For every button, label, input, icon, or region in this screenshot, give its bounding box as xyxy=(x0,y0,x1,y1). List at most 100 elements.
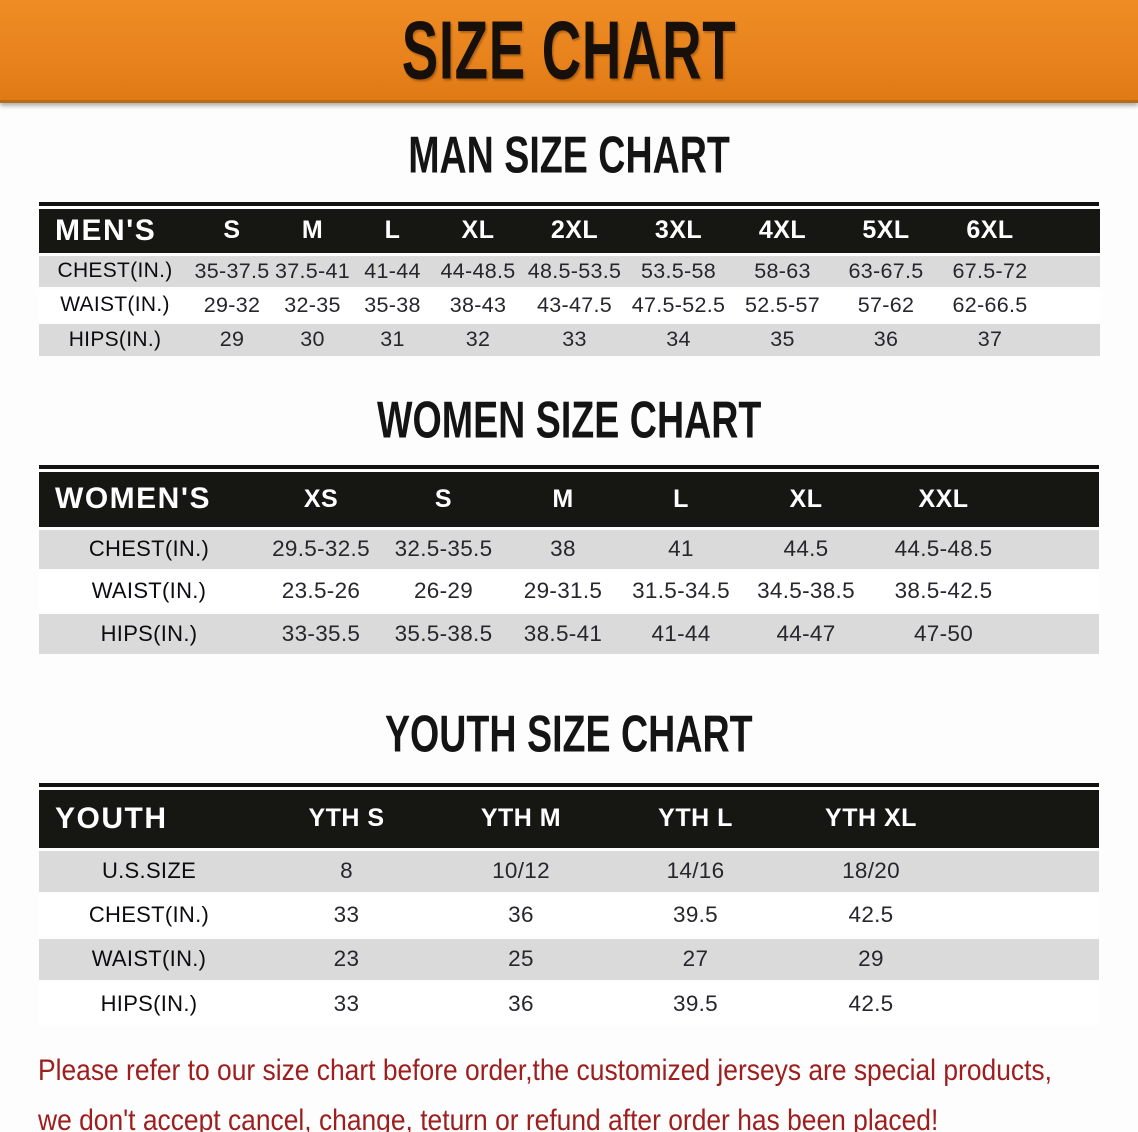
row-label: HIPS(IN.) xyxy=(39,979,259,1025)
table-title-cell: WOMEN'S xyxy=(39,472,259,528)
table-row: U.S.SIZE 8 10/12 14/16 18/20 xyxy=(39,847,1099,893)
size-value: 42.5 xyxy=(783,891,959,937)
spacer-cell xyxy=(1015,568,1099,612)
table-header-row: WOMEN'S XS S M L XL XXL xyxy=(39,472,1099,528)
size-value: 42.5 xyxy=(783,979,959,1025)
column-header: 5XL xyxy=(834,209,938,254)
column-header: 4XL xyxy=(731,209,834,254)
column-header: XXL xyxy=(872,472,1015,528)
size-value: 33-35.5 xyxy=(259,610,383,654)
youth-size-table: YOUTH YTH S YTH M YTH L YTH XL U.S.SIZE 8 10/12… xyxy=(39,790,1099,1025)
table-row: HIPS(IN.) 33 36 39.5 42.5 xyxy=(39,979,1099,1025)
row-label: CHEST(IN.) xyxy=(39,891,259,937)
size-value: 41-44 xyxy=(622,610,740,654)
content: MAN SIZE CHART MEN'S S M L XL 2XL 3XL 4XL 5XL 6XL C… xyxy=(0,103,1138,1132)
row-label: WAIST(IN.) xyxy=(39,568,259,612)
column-header: M xyxy=(504,472,622,528)
column-header: YTH S xyxy=(259,790,434,849)
spacer-cell xyxy=(959,790,1099,849)
size-value: 34 xyxy=(626,320,731,356)
spacer-cell xyxy=(1015,610,1099,654)
size-value: 36 xyxy=(434,891,608,937)
spacer-cell xyxy=(1015,472,1099,528)
banner: SIZE CHART xyxy=(0,0,1138,103)
size-value: 29-31.5 xyxy=(504,568,622,612)
spacer-cell xyxy=(959,935,1099,981)
size-value: 39.5 xyxy=(608,979,783,1025)
size-value: 35-37.5 xyxy=(191,252,273,288)
size-value: 57-62 xyxy=(834,286,938,322)
size-value: 25 xyxy=(434,935,608,981)
row-label: WAIST(IN.) xyxy=(39,286,191,322)
size-value: 18/20 xyxy=(783,847,959,893)
spacer-cell xyxy=(1042,286,1100,322)
size-section: MAN SIZE CHART MEN'S S M L XL 2XL 3XL 4XL 5XL 6XL C… xyxy=(39,103,1100,356)
size-value: 35-38 xyxy=(352,286,433,322)
column-header: 3XL xyxy=(626,209,731,254)
column-header: L xyxy=(622,472,740,528)
row-label: HIPS(IN.) xyxy=(39,610,259,654)
table-row: WAIST(IN.) 23.5-26 26-29 29-31.5 31.5-34.5 34… xyxy=(39,568,1099,612)
size-value: 67.5-72 xyxy=(938,252,1042,288)
column-header: XL xyxy=(740,472,872,528)
mens-size-table: MEN'S S M L XL 2XL 3XL 4XL 5XL 6XL CHEST(IN.) 35-37… xyxy=(39,209,1100,356)
section-heading: WOMEN SIZE CHART xyxy=(39,356,1099,465)
size-value: 44.5 xyxy=(740,526,872,570)
column-header: S xyxy=(383,472,504,528)
footer-notice: Please refer to our size chart before or… xyxy=(38,1051,1138,1132)
size-value: 33 xyxy=(523,320,626,356)
size-value: 37 xyxy=(938,320,1042,356)
column-header: 6XL xyxy=(938,209,1042,254)
row-label: CHEST(IN.) xyxy=(39,526,259,570)
size-value: 58-63 xyxy=(731,252,834,288)
column-header: XS xyxy=(259,472,383,528)
spacer-cell xyxy=(959,847,1099,893)
size-value: 33 xyxy=(259,891,434,937)
spacer-cell xyxy=(1015,526,1099,570)
column-header: YTH L xyxy=(608,790,783,849)
size-value: 29-32 xyxy=(191,286,273,322)
size-value: 26-29 xyxy=(383,568,504,612)
section-heading-text: MAN SIZE CHART xyxy=(408,125,730,184)
size-value: 31.5-34.5 xyxy=(622,568,740,612)
size-value: 14/16 xyxy=(608,847,783,893)
size-value: 32-35 xyxy=(273,286,352,322)
table-row: WAIST(IN.) 23 25 27 29 xyxy=(39,935,1099,981)
section-heading-text: YOUTH SIZE CHART xyxy=(385,704,753,763)
size-section: YOUTH SIZE CHART YOUTH YTH S YTH M YTH L YTH … xyxy=(39,654,1099,1025)
size-value: 48.5-53.5 xyxy=(523,252,626,288)
size-value: 23.5-26 xyxy=(259,568,383,612)
table-row: CHEST(IN.) 35-37.5 37.5-41 41-44 44-48.5 48.5… xyxy=(39,252,1100,288)
size-value: 38-43 xyxy=(433,286,523,322)
size-value: 33 xyxy=(259,979,434,1025)
size-value: 32.5-35.5 xyxy=(383,526,504,570)
size-value: 23 xyxy=(259,935,434,981)
size-value: 10/12 xyxy=(434,847,608,893)
size-value: 44-48.5 xyxy=(433,252,523,288)
table-header-row: MEN'S S M L XL 2XL 3XL 4XL 5XL 6XL xyxy=(39,209,1100,254)
size-value: 29.5-32.5 xyxy=(259,526,383,570)
size-value: 29 xyxy=(191,320,273,356)
table-header-row: YOUTH YTH S YTH M YTH L YTH XL xyxy=(39,790,1099,849)
size-value: 62-66.5 xyxy=(938,286,1042,322)
size-value: 38 xyxy=(504,526,622,570)
spacer-cell xyxy=(1042,320,1100,356)
size-value: 47.5-52.5 xyxy=(626,286,731,322)
spacer-cell xyxy=(959,891,1099,937)
table-title-cell: MEN'S xyxy=(39,209,191,254)
spacer-cell xyxy=(1042,209,1100,254)
column-header: M xyxy=(273,209,352,254)
size-value: 36 xyxy=(434,979,608,1025)
row-label: WAIST(IN.) xyxy=(39,935,259,981)
row-label: U.S.SIZE xyxy=(39,847,259,893)
size-section: WOMEN SIZE CHART WOMEN'S XS S M L XL XXL CHEST(I… xyxy=(39,356,1099,654)
notice-line-1: Please refer to our size chart before or… xyxy=(38,1054,1052,1087)
table-row: WAIST(IN.) 29-32 32-35 35-38 38-43 43-47.5 47.… xyxy=(39,286,1100,322)
size-value: 41-44 xyxy=(352,252,433,288)
size-value: 44.5-48.5 xyxy=(872,526,1015,570)
column-header: 2XL xyxy=(523,209,626,254)
size-value: 36 xyxy=(834,320,938,356)
mens-size-table-frame: MEN'S S M L XL 2XL 3XL 4XL 5XL 6XL CHEST(IN.) 35-37… xyxy=(39,202,1100,356)
section-heading-text: WOMEN SIZE CHART xyxy=(376,390,762,449)
size-value: 32 xyxy=(433,320,523,356)
